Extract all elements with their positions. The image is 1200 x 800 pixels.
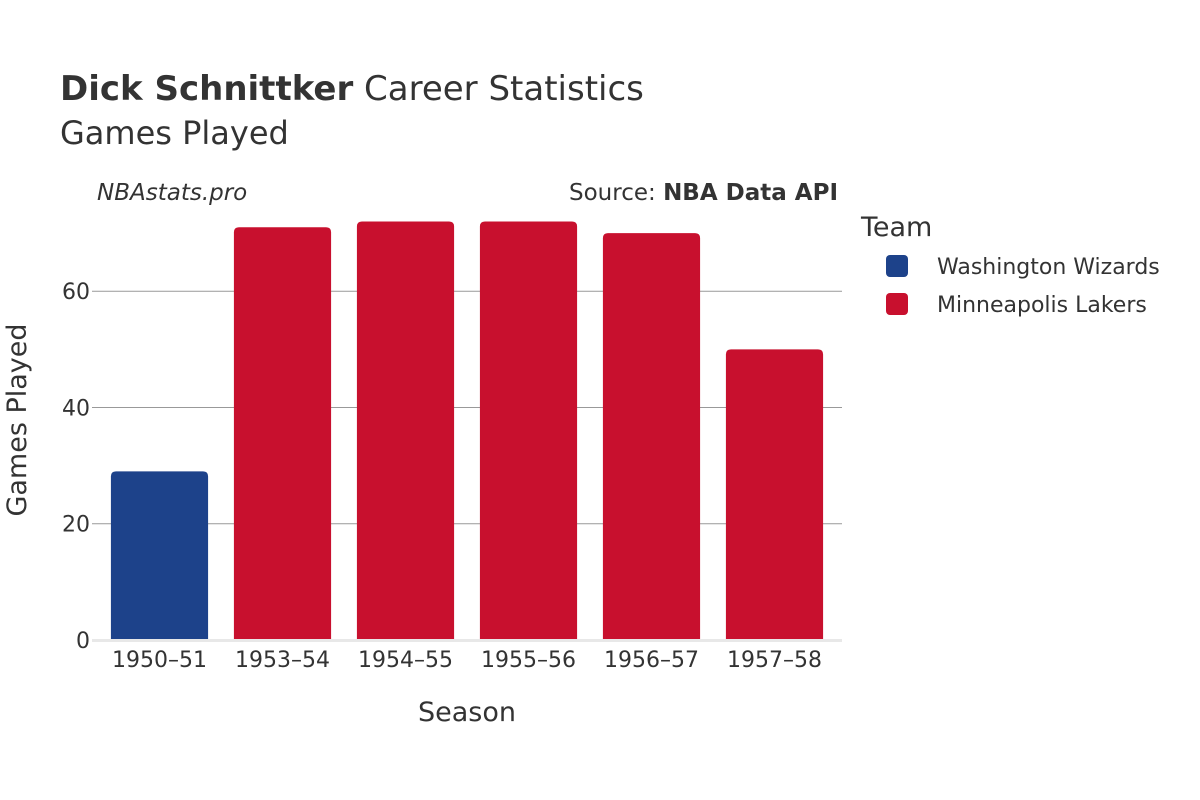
x-tick-label: 1950–51 bbox=[112, 648, 207, 673]
bar[interactable] bbox=[602, 233, 701, 641]
legend-label: Minneapolis Lakers bbox=[937, 293, 1147, 318]
x-tick-label: 1955–56 bbox=[481, 648, 576, 673]
x-axis-title: Season bbox=[418, 697, 516, 728]
bar[interactable] bbox=[479, 221, 578, 640]
gridlines bbox=[92, 290, 842, 525]
bar[interactable] bbox=[110, 471, 209, 640]
y-tick-label: 20 bbox=[62, 513, 90, 538]
source-name: NBA Data API bbox=[663, 180, 838, 206]
legend-title: Team bbox=[860, 212, 932, 243]
legend-swatch bbox=[886, 293, 908, 315]
chart-title: Dick Schnittker Career Statistics bbox=[60, 69, 644, 109]
x-tick-label: 1954–55 bbox=[358, 648, 453, 673]
bar[interactable] bbox=[356, 221, 455, 640]
y-tick-label: 40 bbox=[62, 396, 90, 421]
x-tick-label: 1956–57 bbox=[604, 648, 699, 673]
y-tick-label: 60 bbox=[62, 280, 90, 305]
bar[interactable] bbox=[725, 349, 824, 640]
player-name: Dick Schnittker bbox=[60, 69, 353, 109]
legend-swatch bbox=[886, 255, 908, 277]
title-rest: Career Statistics bbox=[353, 69, 644, 109]
axes: 0 20 40 60 1950–51 1953–54 1954–55 1955–56 1956–… bbox=[62, 280, 842, 673]
legend: Team Washington Wizards Minneapolis Laker… bbox=[860, 212, 1160, 318]
legend-items: Washington Wizards Minneapolis Lakers bbox=[886, 255, 1160, 318]
bars bbox=[110, 221, 824, 641]
y-axis-title: Games Played bbox=[2, 323, 33, 516]
chart-subtitle: Games Played bbox=[60, 114, 289, 152]
legend-label: Washington Wizards bbox=[937, 255, 1160, 280]
source-prefix: Source: bbox=[569, 180, 663, 206]
source-text: Source: NBA Data API bbox=[569, 180, 838, 206]
watermark: NBAstats.pro bbox=[97, 180, 247, 206]
bar[interactable] bbox=[233, 227, 332, 640]
x-tick-label: 1953–54 bbox=[235, 648, 330, 673]
y-tick-label: 0 bbox=[76, 629, 90, 654]
x-tick-label: 1957–58 bbox=[727, 648, 822, 673]
